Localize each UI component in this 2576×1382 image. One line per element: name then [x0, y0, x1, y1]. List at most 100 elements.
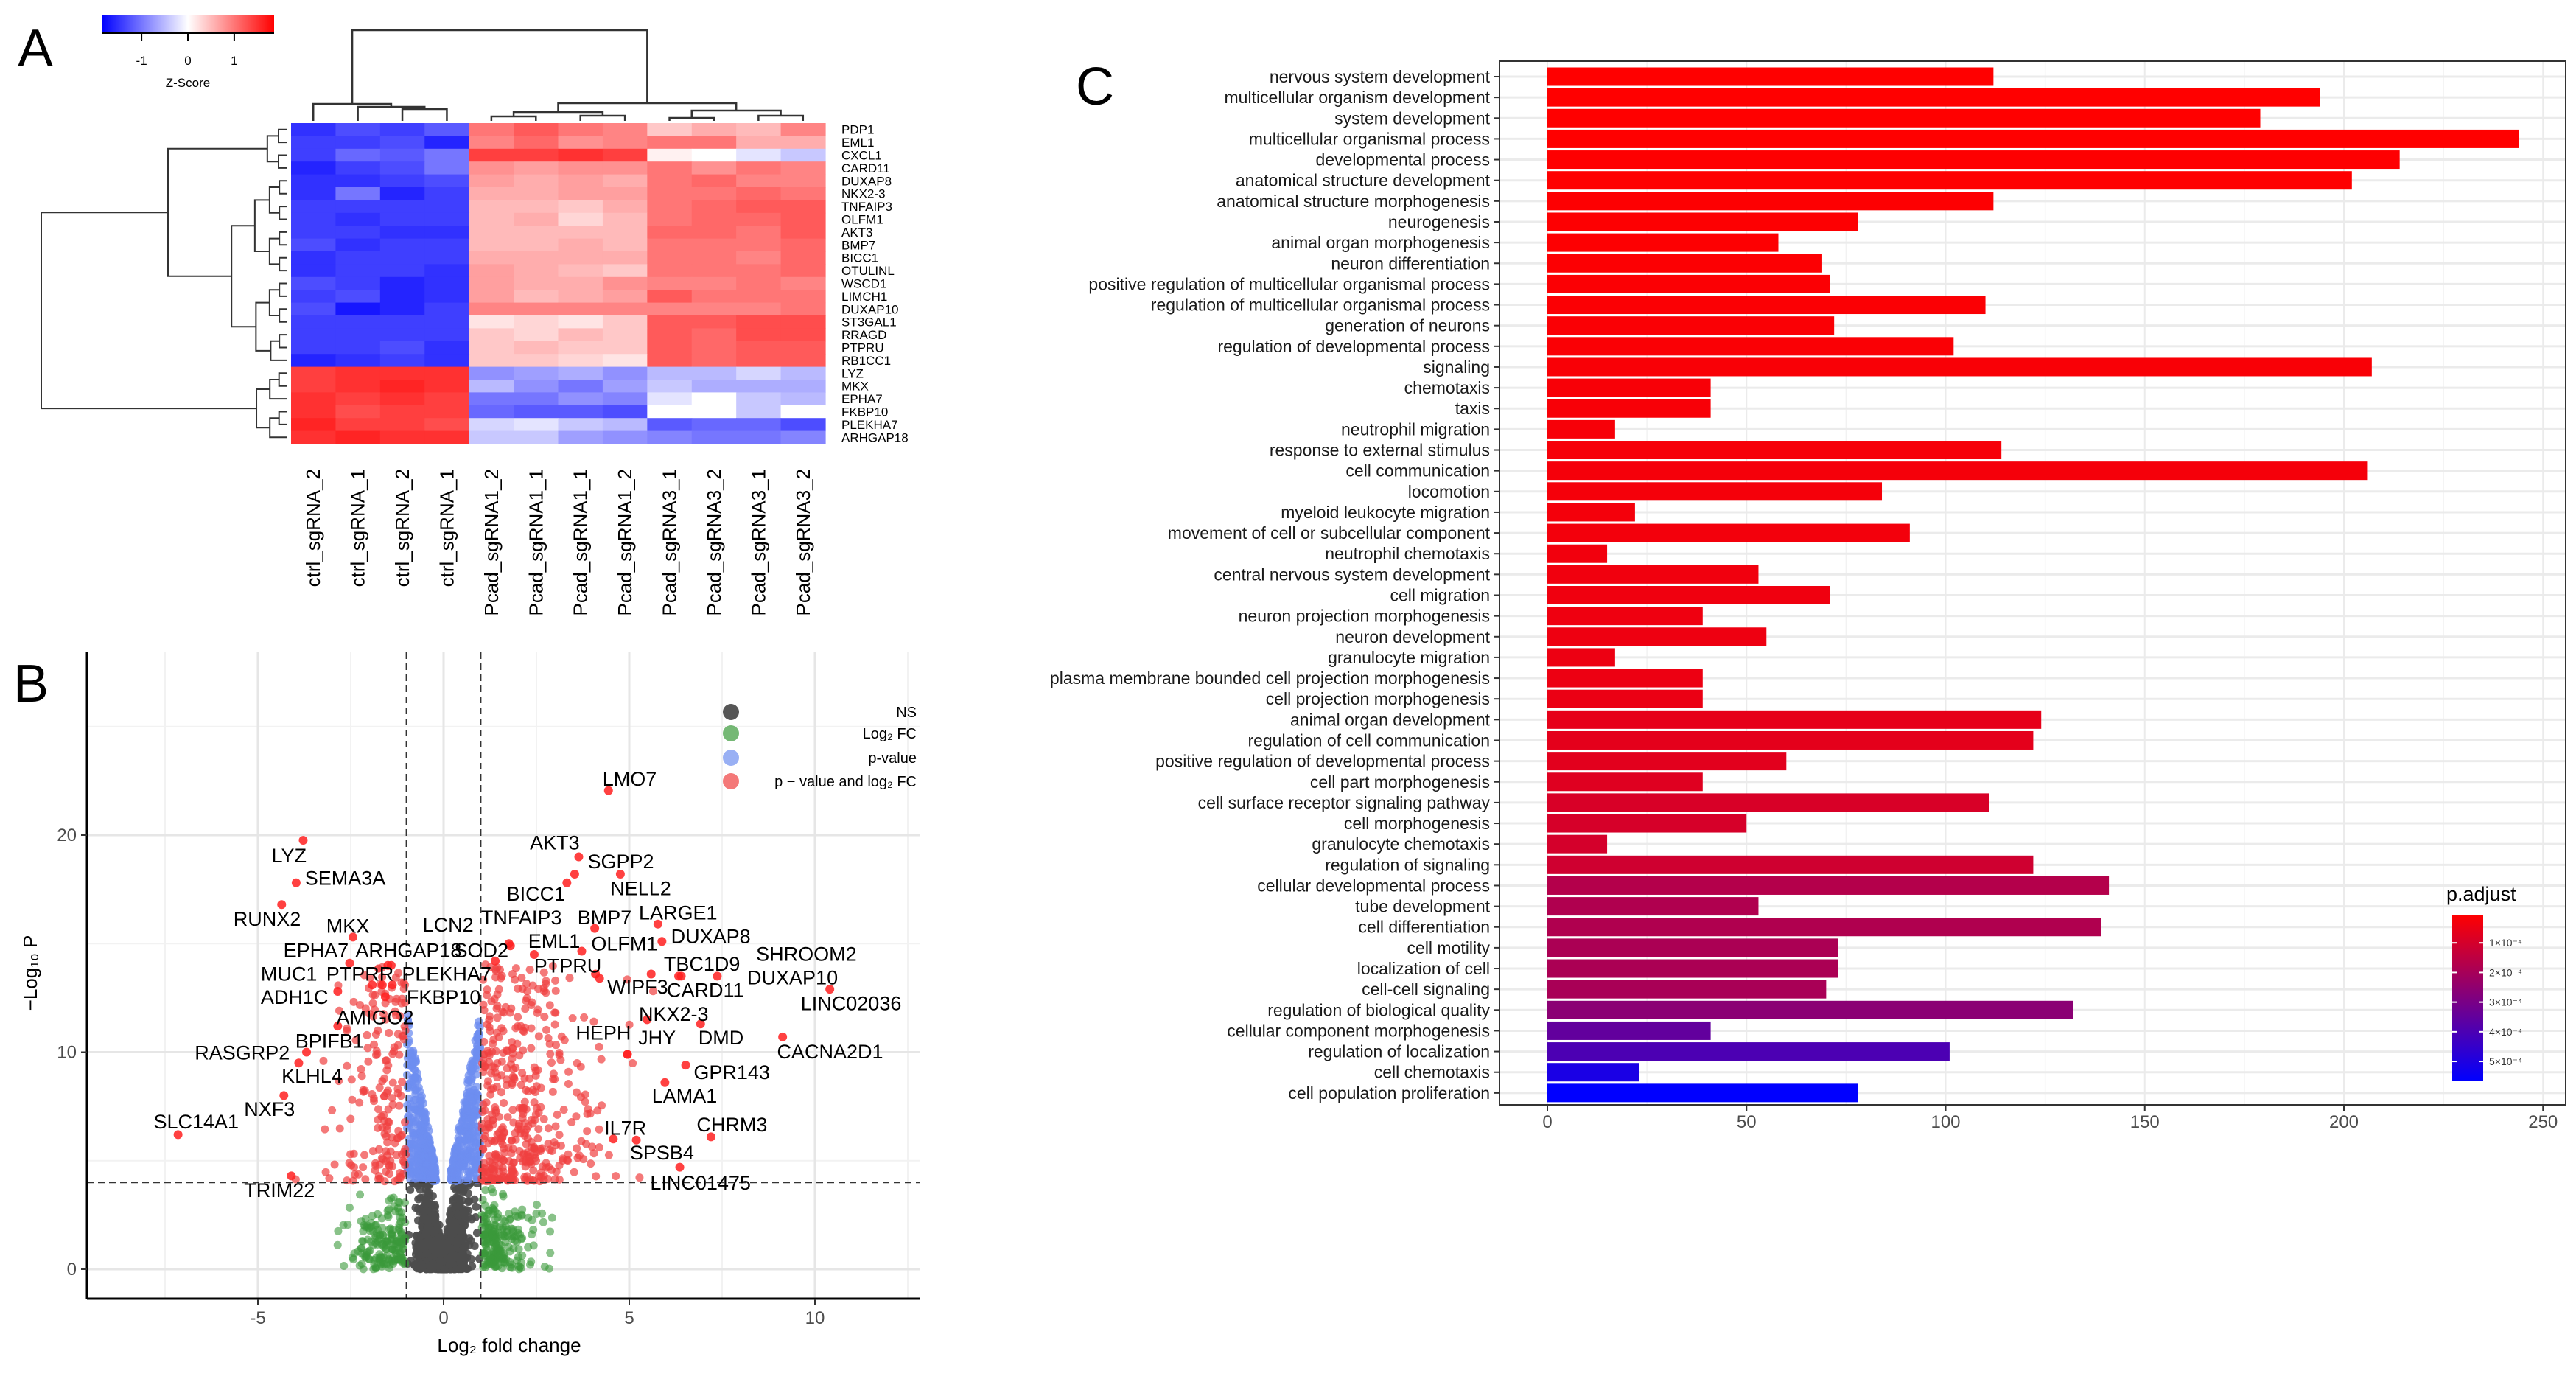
point-pvalue	[461, 1114, 469, 1123]
point-significant	[483, 1077, 492, 1086]
point-significant	[491, 1047, 500, 1055]
gene-label: DUXAP10	[747, 966, 838, 988]
point-pvalue	[463, 1167, 472, 1176]
point-log2fc	[499, 1192, 508, 1201]
heatmap-cell	[558, 405, 603, 419]
heatmap-cell	[335, 187, 381, 200]
point-significant	[539, 983, 548, 992]
point-significant	[371, 1005, 379, 1014]
gene-label: AKT3	[530, 832, 580, 854]
gene-label: MUC1	[261, 963, 318, 985]
heatmap-row-label: FKBP10	[841, 405, 888, 419]
point-log2fc	[481, 1186, 490, 1195]
point-log2fc	[500, 1232, 509, 1240]
heatmap-column-label: ctrl_sgRNA_2	[302, 469, 324, 587]
dendrogram-branch	[268, 186, 280, 214]
point-labeled-gene	[345, 958, 354, 968]
point-significant	[648, 987, 657, 996]
point-ns	[458, 1245, 467, 1254]
heatmap-cell	[558, 418, 603, 432]
point-significant	[544, 1140, 553, 1148]
heatmap-cell	[780, 136, 826, 150]
go-term-label: neutrophil chemotaxis	[1325, 544, 1490, 563]
gene-label: IL7R	[604, 1117, 646, 1139]
heatmap-cell	[736, 290, 782, 304]
point-log2fc	[333, 1240, 342, 1249]
heatmap-cell	[780, 405, 826, 419]
point-significant	[527, 1044, 536, 1053]
point-significant	[527, 1024, 536, 1033]
heatmap-cell	[335, 380, 381, 393]
go-term-label: cell-cell signaling	[1362, 980, 1490, 999]
point-pvalue	[406, 1139, 415, 1148]
row-dendrogram	[41, 128, 287, 439]
go-bar	[1547, 67, 1994, 86]
point-significant	[592, 1172, 601, 1181]
heatmap-cell	[780, 251, 826, 265]
heatmap-cell	[379, 315, 425, 329]
point-ns	[431, 1202, 440, 1211]
heatmap-column-label: Pcad_sgRNA3_1	[747, 469, 769, 615]
heatmap-cell	[379, 366, 425, 380]
volcano-y-title: −Log₁₀ P	[19, 935, 41, 1011]
point-labeled-gene	[277, 900, 287, 910]
heatmap-cell	[691, 200, 737, 214]
go-term-label: myeloid leukocyte migration	[1281, 503, 1490, 522]
point-significant	[587, 1159, 595, 1168]
go-bar	[1547, 441, 2002, 460]
point-significant	[343, 1176, 351, 1185]
point-significant	[542, 977, 550, 985]
point-significant	[583, 1127, 592, 1136]
point-log2fc	[480, 1230, 489, 1239]
point-significant	[481, 1131, 490, 1140]
dendrogram-branch	[490, 115, 537, 121]
heatmap-cell	[691, 136, 737, 150]
go-term-label: developmental process	[1315, 150, 1490, 170]
point-ns	[445, 1260, 454, 1269]
point-pvalue	[417, 1092, 426, 1100]
heatmap-cell	[780, 380, 826, 393]
point-significant	[548, 1087, 557, 1096]
point-labeled-gene	[657, 937, 667, 946]
heatmap-cell	[514, 366, 559, 380]
point-significant	[498, 1123, 507, 1131]
point-log2fc	[397, 1255, 406, 1264]
heatmap-row-label: RRAGD	[841, 328, 886, 342]
legend-key	[723, 725, 739, 741]
heatmap-cell	[424, 212, 470, 226]
point-significant	[501, 1002, 510, 1011]
point-log2fc	[371, 1221, 380, 1229]
point-log2fc	[488, 1204, 497, 1212]
heatmap-cell	[469, 251, 514, 265]
heatmap-cell	[469, 123, 514, 136]
point-significant	[498, 1140, 507, 1149]
point-log2fc	[538, 1209, 547, 1218]
point-significant	[393, 1041, 402, 1050]
gene-label: BPIFB1	[295, 1030, 364, 1052]
point-log2fc	[395, 1221, 404, 1229]
point-labeled-gene	[713, 971, 722, 981]
point-labeled-gene	[653, 919, 662, 929]
padjust-legend-title: p.adjust	[2446, 883, 2516, 905]
heatmap-cell	[647, 341, 693, 355]
point-ns	[444, 1242, 452, 1251]
heatmap-cell	[736, 238, 782, 252]
point-log2fc	[356, 1190, 365, 1199]
point-labeled-gene	[643, 1015, 652, 1025]
heatmap-cell	[780, 315, 826, 329]
heatmap-cell	[469, 302, 514, 316]
go-bar	[1547, 337, 1954, 356]
heatmap-cell	[335, 315, 381, 329]
heatmap-cell	[691, 123, 737, 136]
heatmap-cell	[424, 136, 470, 150]
go-term-label: plasma membrane bounded cell projection …	[1050, 669, 1490, 688]
point-log2fc	[378, 1224, 387, 1232]
heatmap-cell	[558, 226, 603, 240]
y-tick-label: 20	[57, 826, 77, 845]
point-labeled-gene	[333, 987, 343, 997]
heatmap-cell	[647, 418, 693, 432]
point-pvalue	[414, 1157, 423, 1166]
point-significant	[568, 1013, 577, 1022]
point-labeled-gene	[603, 786, 613, 795]
point-significant	[504, 1176, 513, 1185]
